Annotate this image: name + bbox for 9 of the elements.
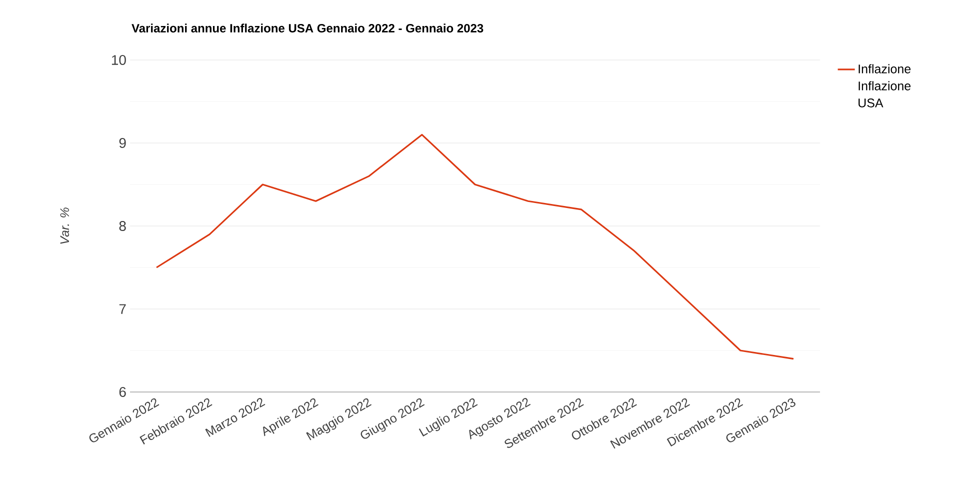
line-series (156, 134, 794, 360)
chart-title: Variazioni annue Inflazione USA Gennaio 2022 - Gennaio 2023 (132, 24, 484, 33)
y-tick-label: 6 (119, 387, 126, 397)
legend-label: Inflazione Inflazione USA (858, 64, 911, 108)
y-tick-label: 7 (119, 304, 126, 314)
y-tick-label: 8 (119, 221, 126, 231)
y-axis-title: Var. % (60, 208, 70, 244)
y-tick-label: 10 (112, 55, 126, 65)
y-tick-label: 9 (119, 138, 126, 148)
